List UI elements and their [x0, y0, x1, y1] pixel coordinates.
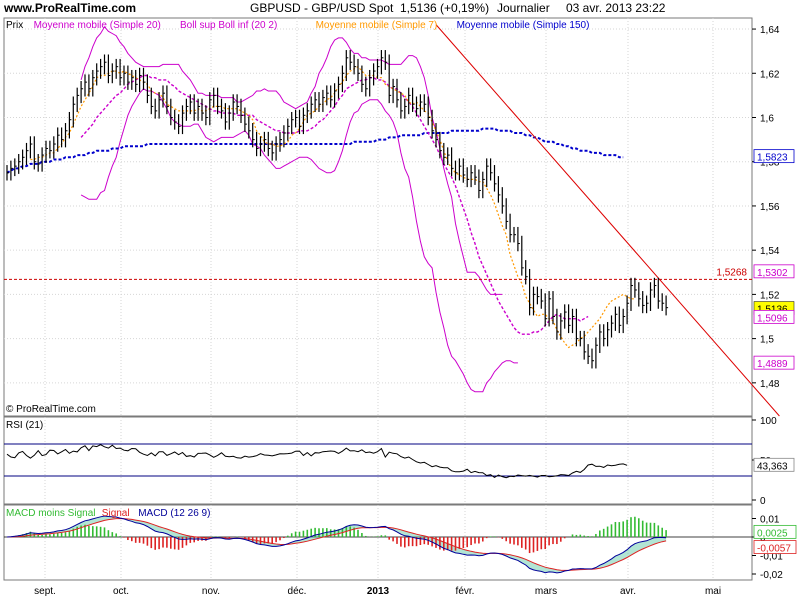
- month-label: 2013: [367, 586, 390, 597]
- macd-value-text: -0,0057: [757, 544, 791, 555]
- price-tick-label: 1,54: [760, 246, 780, 257]
- macd-legend-item: MACD moins Signal: [6, 508, 95, 519]
- macd-line: [6, 515, 667, 574]
- grid-lines: [4, 18, 752, 580]
- trendline: [435, 24, 780, 417]
- legend-item: Moyenne mobile (Simple 7): [316, 20, 438, 31]
- rsi-tick-label: 100: [760, 416, 777, 427]
- date-time: 03 avr. 2013 23:22: [566, 1, 666, 15]
- month-label: déc.: [288, 586, 307, 597]
- macd-tick-label: 0,01: [760, 515, 780, 526]
- price-plot: 1,5268: [4, 24, 780, 417]
- rsi-tick-label: 0: [760, 496, 766, 507]
- rsi-value-badge: [753, 457, 795, 472]
- macd-plot: [4, 515, 752, 574]
- rsi-title: RSI (21): [6, 420, 43, 431]
- month-label: nov.: [202, 586, 220, 597]
- price-tick-label: 1,64: [760, 25, 780, 36]
- signal-line: [6, 517, 667, 571]
- price-tick-label: 1,5: [760, 335, 774, 346]
- period-label: Journalier: [497, 1, 550, 15]
- value-badge: [753, 355, 795, 370]
- rsi-line: [6, 444, 628, 479]
- month-label: mai: [705, 586, 721, 597]
- value-badge-text: 1,5823: [757, 153, 788, 164]
- site-name[interactable]: www.ProRealTime.com: [3, 1, 136, 15]
- month-label: avr.: [620, 586, 636, 597]
- quote-value: 1,5136 (+0,19%): [400, 1, 489, 15]
- value-badge-text: 1,4889: [757, 359, 788, 370]
- macd-tick-label: -0,02: [760, 570, 783, 581]
- value-badge: [753, 309, 795, 324]
- macd-legend-item: Signal: [102, 508, 130, 519]
- sma7-line: [30, 65, 635, 349]
- value-badge-text: 1,5096: [757, 313, 788, 324]
- month-label: mars: [535, 586, 557, 597]
- price-tick-label: 1,62: [760, 69, 780, 80]
- value-badge: [753, 149, 795, 164]
- macd-value-badge: [753, 524, 797, 539]
- price-tick-label: 1,58: [760, 158, 780, 169]
- axis-labels: 1,48 1,5 1,52 1,54 1,56 1,58 1,6 1,62 1,64 1,5823…: [34, 25, 797, 597]
- macd-value-text: 0,0025: [757, 528, 788, 539]
- price-value-label: 1,5096: [753, 309, 795, 324]
- instrument-title: GBPUSD - GBP/USD Spot: [250, 1, 394, 15]
- month-label: oct.: [113, 586, 129, 597]
- sma20-line: [80, 74, 589, 335]
- sma150-line: [6, 127, 624, 174]
- value-badge: [753, 264, 795, 279]
- price-value-label: 1,4889: [753, 355, 795, 370]
- month-label: févr.: [456, 586, 475, 597]
- legend-item: Moyenne mobile (Simple 20): [34, 20, 161, 31]
- price-value-label: 1,5823: [753, 149, 795, 164]
- macd-value-badge: [753, 540, 797, 554]
- watermark: © ProRealTime.com: [6, 404, 96, 415]
- macd-signal-fill: [7, 516, 667, 573]
- value-badge-text: 1,5302: [757, 268, 788, 279]
- month-label: sept.: [34, 586, 56, 597]
- price-tick-label: 1,52: [760, 290, 780, 301]
- legend-item: Prix: [6, 20, 23, 31]
- price-value-label: 1,5302: [753, 264, 795, 279]
- legends: Prix Moyenne mobile (Simple 20) Boll sup B…: [6, 20, 589, 519]
- macd-legend-item: MACD (12 26 9): [138, 508, 210, 519]
- price-tick-label: 1,6: [760, 114, 774, 125]
- legend-item: Boll sup Boll inf (20 2): [180, 20, 277, 31]
- rsi-value-text: 43,363: [757, 461, 788, 472]
- price-tick-label: 1,48: [760, 379, 780, 390]
- rsi-panel[interactable]: [3, 416, 753, 505]
- rsi-plot: [4, 443, 752, 479]
- legend-item: Moyenne mobile (Simple 150): [457, 20, 590, 31]
- resistance-label: 1,5268: [716, 267, 747, 278]
- price-tick-label: 1,56: [760, 202, 780, 213]
- macd-tick-label: -0,01: [760, 552, 783, 563]
